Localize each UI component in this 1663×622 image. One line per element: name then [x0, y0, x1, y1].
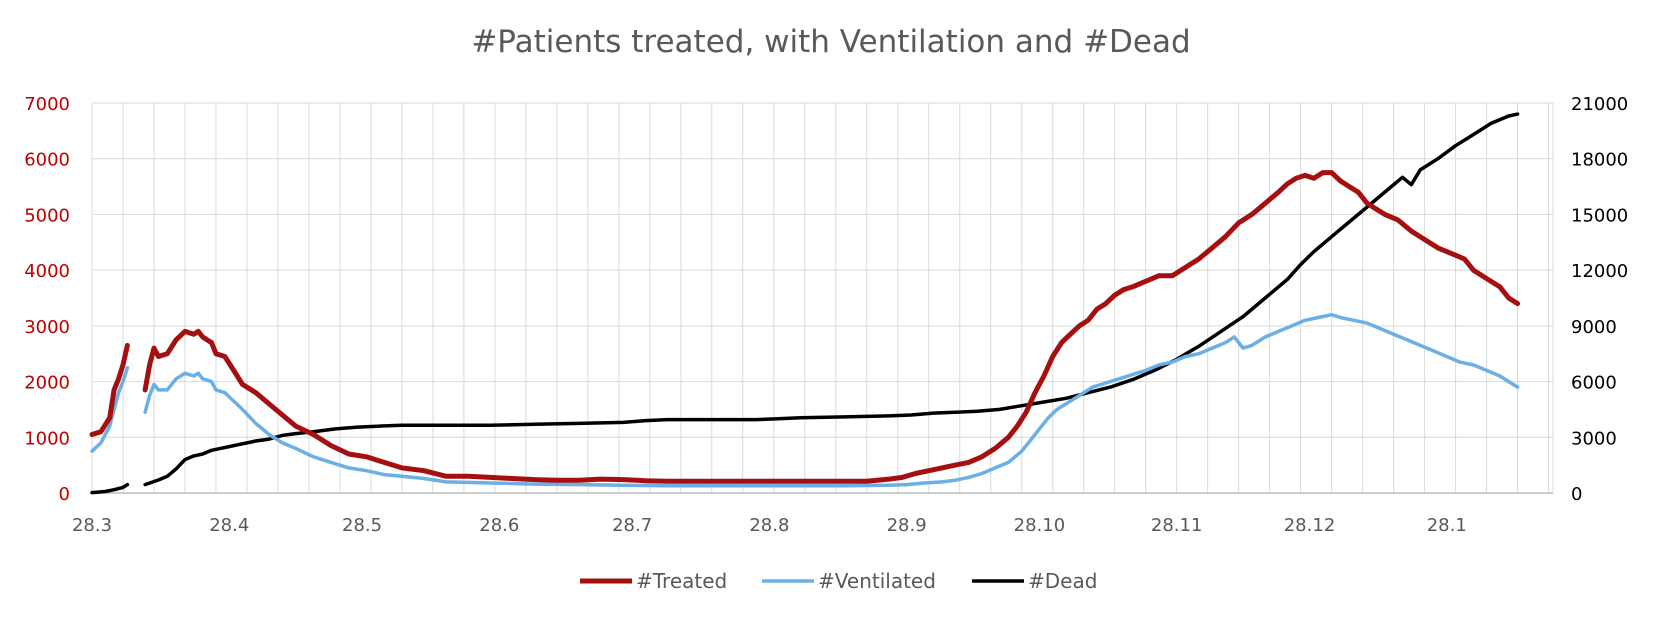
- y2-tick-label: 3000: [1571, 428, 1617, 449]
- x-tick-label: 28.11: [1151, 515, 1203, 536]
- y2-tick-label: 9000: [1571, 317, 1617, 338]
- y2-tick-label: 12000: [1571, 261, 1628, 282]
- legend-label: #Dead: [1028, 569, 1097, 593]
- series-line-treated: [142, 170, 1521, 484]
- y-tick-label: 1000: [24, 428, 70, 449]
- grid: [91, 102, 1554, 494]
- y-tick-label: 7000: [24, 94, 70, 115]
- y-tick-label: 4000: [24, 261, 70, 282]
- x-tick-label: 28.3: [72, 515, 112, 536]
- legend: #Treated #Ventilated #Dead: [580, 569, 1097, 593]
- x-tick-label: 28.9: [887, 515, 927, 536]
- y-tick-label: 5000: [24, 205, 70, 226]
- y2-tick-label: 18000: [1571, 150, 1628, 171]
- y-tick-label: 0: [59, 484, 70, 505]
- series-line-ventilated: [143, 312, 1520, 488]
- y2-tick-label: 6000: [1571, 373, 1617, 394]
- y-tick-label: 2000: [24, 373, 70, 394]
- y-tick-label: 3000: [24, 317, 70, 338]
- legend-label: #Ventilated: [818, 569, 936, 593]
- x-tick-label: 28.8: [749, 515, 789, 536]
- x-axis: 28.3 28.4 28.5 28.6 28.7 28.8 28.9 28.10 28.11 28…: [72, 515, 1467, 536]
- y2-tick-label: 21000: [1571, 94, 1628, 115]
- x-tick-label: 28.7: [612, 515, 652, 536]
- y-axis-left: 0 1000 2000 3000 4000 5000 6000 7000: [24, 94, 70, 505]
- y-tick-label: 6000: [24, 150, 70, 171]
- series-line-treated: [89, 342, 130, 437]
- y2-tick-label: 15000: [1571, 205, 1628, 226]
- x-tick-label: 28.6: [479, 515, 519, 536]
- chart-title: #Patients treated, with Ventilation and …: [471, 24, 1190, 60]
- series-lines: [89, 112, 1521, 495]
- series-line-ventilated: [90, 365, 130, 453]
- x-tick-label: 28.5: [342, 515, 382, 536]
- x-tick-label: 28.12: [1284, 515, 1336, 536]
- y2-tick-label: 0: [1571, 484, 1582, 505]
- legend-label: #Treated: [636, 569, 727, 593]
- y-axis-right: 0 3000 6000 9000 12000 15000 18000 21000: [1571, 94, 1628, 505]
- x-tick-label: 28.10: [1014, 515, 1066, 536]
- series-line-dead: [143, 112, 1520, 487]
- series-line-dead: [90, 482, 130, 495]
- x-tick-label: 28.1: [1427, 515, 1467, 536]
- x-tick-label: 28.4: [209, 515, 249, 536]
